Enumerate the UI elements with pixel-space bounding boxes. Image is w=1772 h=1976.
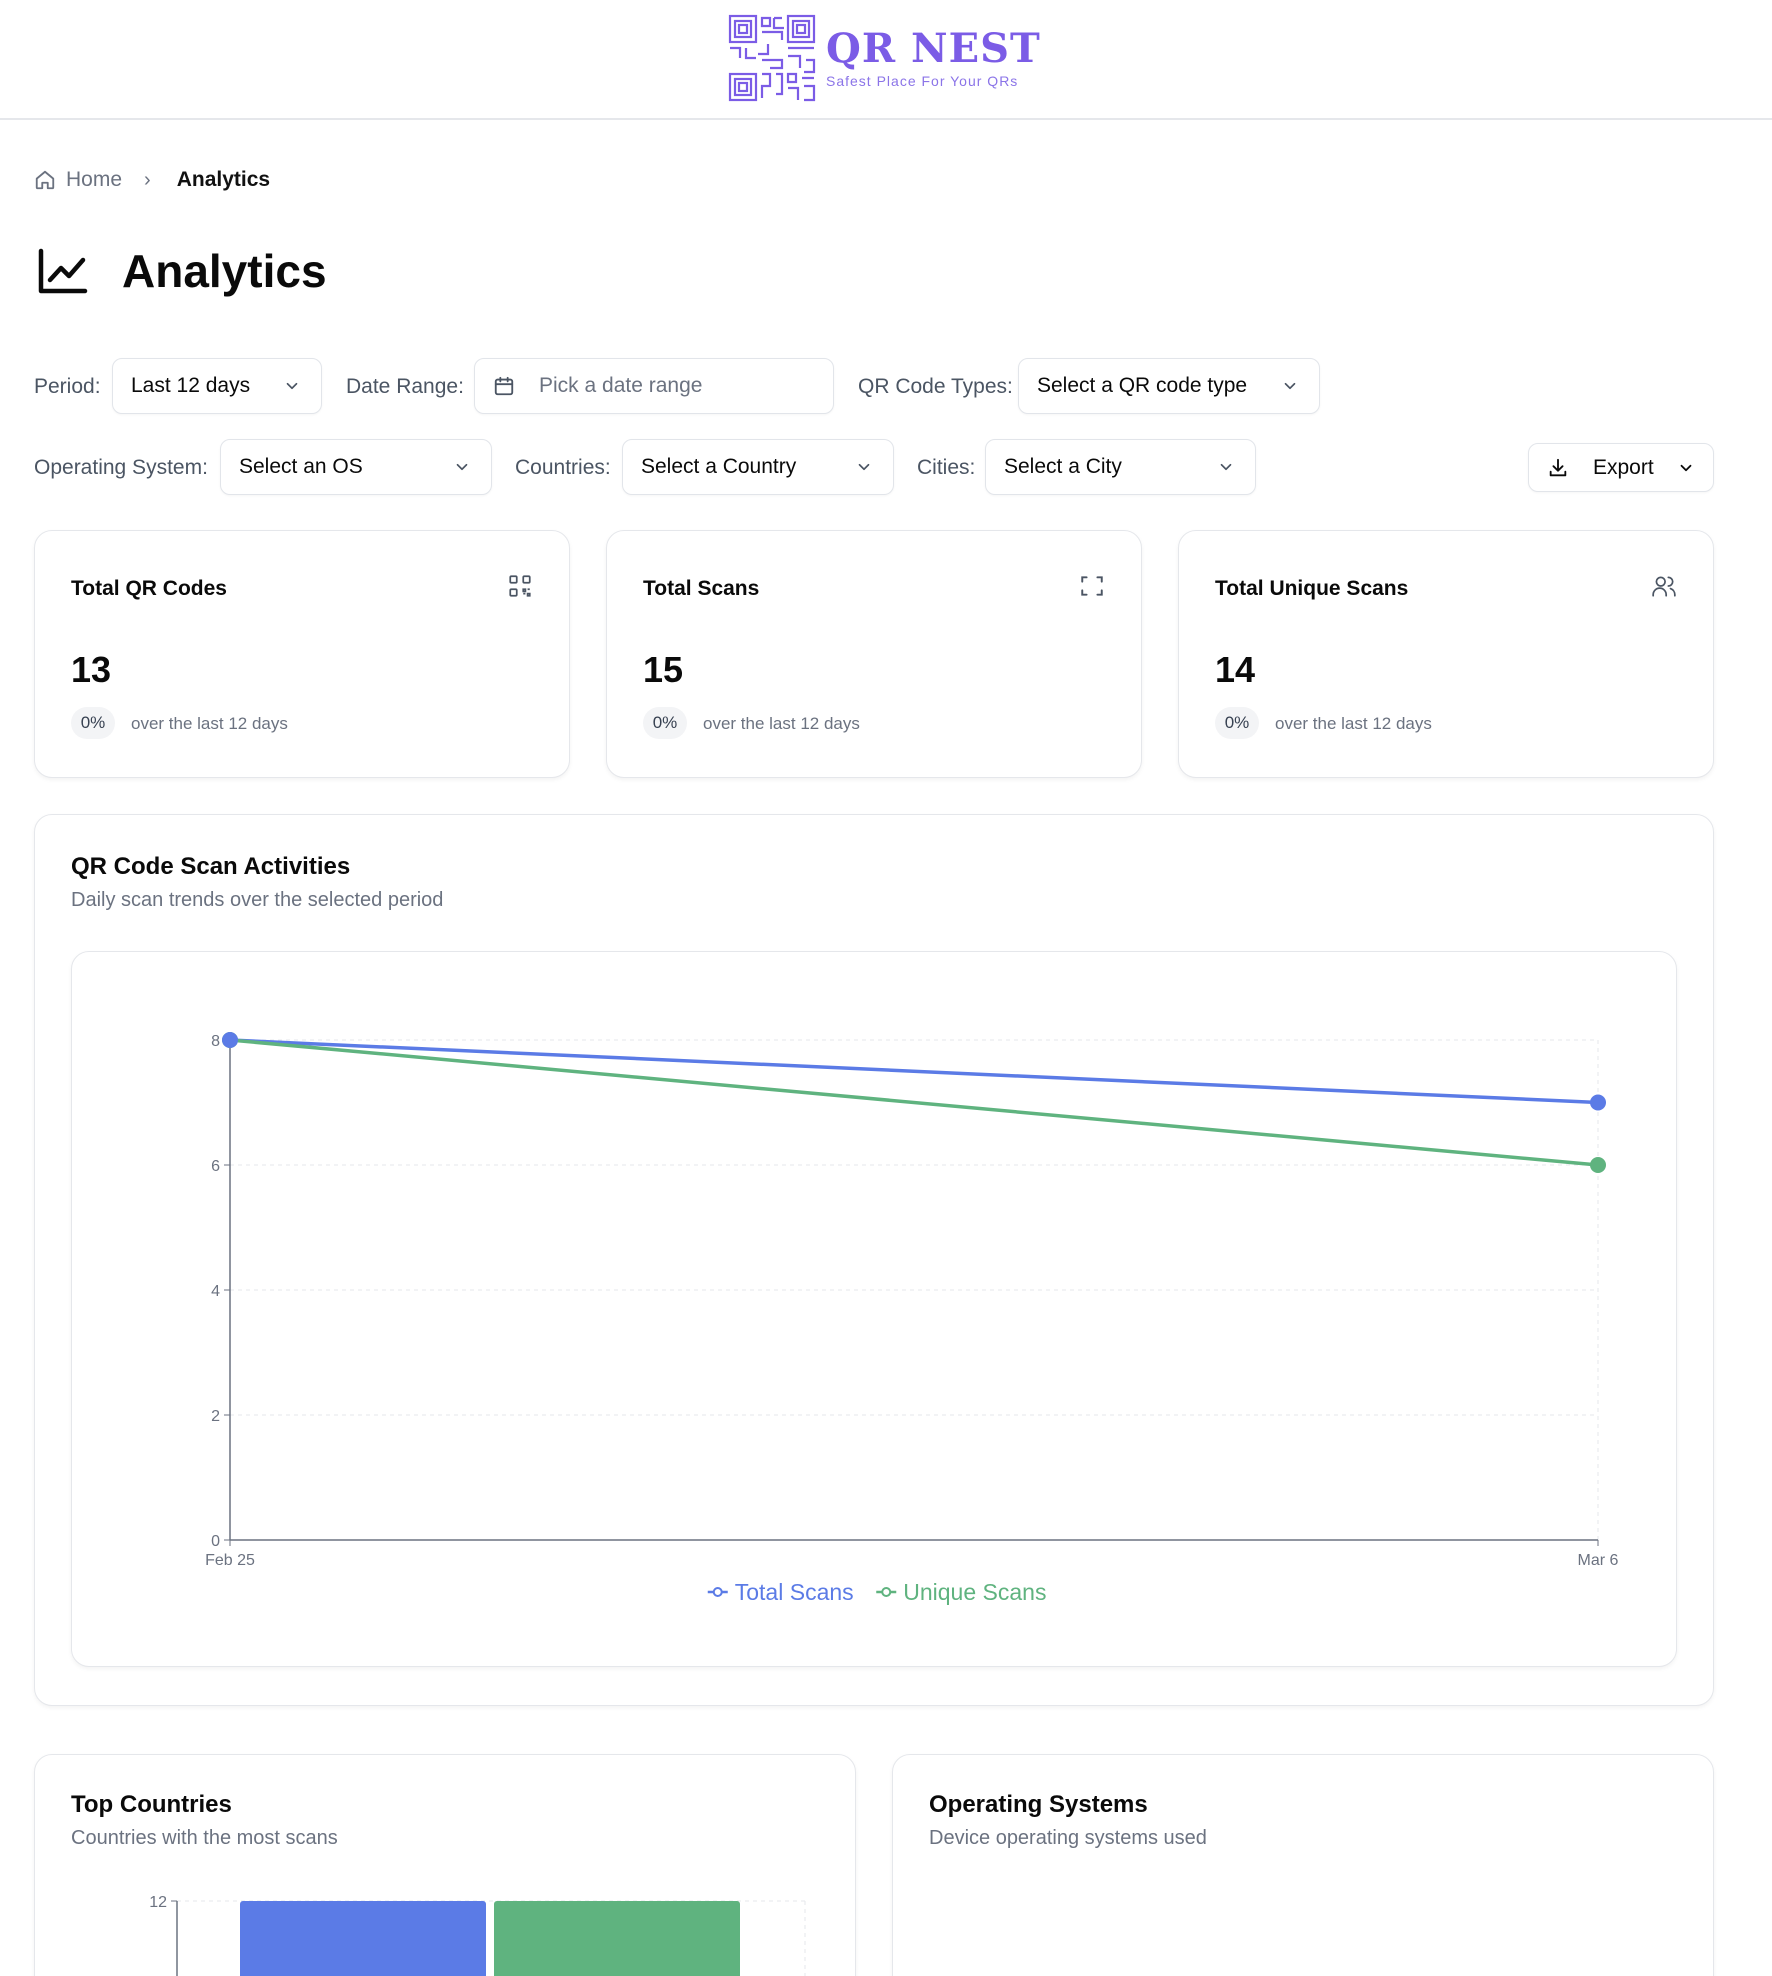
data-point (222, 1032, 238, 1048)
period-label: Period: (34, 375, 101, 398)
legend-item: Total Scans (707, 1579, 854, 1605)
countries-label: Countries: (515, 456, 611, 479)
stat-value: 15 (643, 649, 684, 690)
bar-chart: 12 (149, 1894, 806, 1976)
page-title: Analytics (122, 245, 327, 297)
data-point (1590, 1094, 1606, 1111)
y-tick-label: 0 (211, 1533, 220, 1550)
y-tick-label: 12 (149, 1894, 167, 1911)
line-chart: 0 2 4 6 8 Feb 25 Mar 6 Total Scans Unique Scans (205, 1032, 1619, 1605)
line-chart-container: 0 2 4 6 8 Feb 25 Mar 6 Total Scans Unique Scans (71, 951, 1677, 1667)
export-button[interactable]: Export (1528, 443, 1714, 492)
stat-card-total-unique-scans: Total Unique Scans 14 0% over the last 1… (1178, 530, 1714, 778)
os-select[interactable]: Select an OS (220, 439, 492, 495)
stat-value: 13 (71, 649, 112, 690)
stat-title: Total Scans (643, 577, 760, 600)
top-countries-card: Top Countries Countries with the most sc… (34, 1754, 856, 1976)
x-tick-label: Mar 6 (1578, 1552, 1619, 1569)
brand-name: QR NEST (826, 25, 1041, 72)
calendar-icon (494, 376, 514, 396)
chevron-down-icon (1220, 463, 1232, 471)
legend-marker-icon (712, 1587, 723, 1597)
chevron-down-icon (1680, 464, 1692, 471)
bar (240, 1901, 486, 1976)
legend-label: Total Scans (735, 1579, 854, 1605)
breadcrumb: Home › Analytics (34, 168, 270, 192)
chevron-down-icon (456, 463, 468, 471)
series-line (229, 1038, 1599, 1105)
home-icon (35, 170, 55, 190)
date-range-placeholder: Pick a date range (539, 374, 703, 397)
legend-marker-icon (881, 1587, 892, 1597)
bar (494, 1901, 740, 1976)
legend-item: Unique Scans (876, 1579, 1046, 1605)
os-value: Select an OS (239, 455, 363, 478)
date-range-label: Date Range: (346, 375, 464, 398)
change-badge: 0% (1215, 707, 1259, 739)
top-header: QR NEST Safest Place For Your QRs (0, 0, 1772, 120)
section-subtitle: Countries with the most scans (71, 1827, 338, 1849)
scan-icon (1081, 576, 1103, 596)
breadcrumb-home-link[interactable]: Home (34, 168, 122, 192)
chevron-down-icon (858, 463, 870, 471)
y-tick-label: 2 (211, 1408, 220, 1425)
y-tick-label: 4 (211, 1283, 220, 1300)
city-select[interactable]: Select a City (985, 439, 1256, 495)
country-value: Select a Country (641, 455, 797, 478)
breadcrumb-home-label: Home (66, 168, 123, 191)
chevron-down-icon (286, 382, 298, 390)
period-value: Last 12 days (131, 374, 251, 397)
data-point (1590, 1157, 1606, 1173)
country-select[interactable]: Select a Country (622, 439, 894, 495)
chevron-right-icon: › (144, 168, 151, 191)
qr-types-label: QR Code Types: (858, 375, 1013, 398)
qr-type-select[interactable]: Select a QR code type (1018, 358, 1320, 414)
section-title: Top Countries (71, 1791, 232, 1818)
os-label: Operating System: (34, 456, 208, 479)
stat-card-total-scans: Total Scans 15 0% over the last 12 days (606, 530, 1142, 778)
download-icon (1549, 458, 1567, 476)
y-tick-label: 8 (211, 1033, 220, 1050)
brand-logo[interactable]: QR NEST Safest Place For Your QRs (728, 14, 1041, 102)
operating-systems-card: Operating Systems Device operating syste… (892, 1754, 1714, 1976)
section-subtitle: Device operating systems used (929, 1827, 1207, 1849)
section-title: Operating Systems (929, 1791, 1148, 1818)
stat-value: 14 (1215, 649, 1256, 690)
stat-note: over the last 12 days (703, 714, 860, 733)
series-line (229, 1038, 1599, 1167)
users-icon (1652, 576, 1676, 597)
stat-title: Total Unique Scans (1215, 577, 1409, 600)
page-header: Analytics (38, 244, 327, 298)
stat-card-total-qr-codes: Total QR Codes 13 0% over the last 12 da… (34, 530, 570, 778)
city-value: Select a City (1004, 455, 1122, 478)
scan-activities-card: QR Code Scan Activities Daily scan trend… (34, 814, 1714, 1706)
stat-title: Total QR Codes (71, 577, 227, 600)
chevron-down-icon (1284, 382, 1296, 390)
qr-logo-icon (728, 14, 816, 102)
line-chart-icon (38, 248, 88, 294)
stat-note: over the last 12 days (1275, 714, 1432, 733)
qr-code-icon (509, 575, 531, 597)
section-title: QR Code Scan Activities (71, 853, 351, 880)
section-subtitle: Daily scan trends over the selected peri… (71, 889, 444, 911)
brand-tagline: Safest Place For Your QRs (826, 73, 1019, 89)
qr-type-value: Select a QR code type (1037, 374, 1248, 397)
breadcrumb-current: Analytics (176, 168, 271, 191)
legend-label: Unique Scans (903, 1579, 1046, 1605)
stat-note: over the last 12 days (131, 714, 288, 733)
period-select[interactable]: Last 12 days (112, 358, 322, 414)
date-range-picker[interactable]: Pick a date range (474, 358, 834, 414)
x-tick-label: Feb 25 (205, 1552, 255, 1569)
y-tick-label: 6 (211, 1158, 220, 1175)
change-badge: 0% (643, 707, 687, 739)
change-badge: 0% (71, 707, 115, 739)
cities-label: Cities: (917, 456, 976, 479)
export-label: Export (1593, 455, 1654, 479)
